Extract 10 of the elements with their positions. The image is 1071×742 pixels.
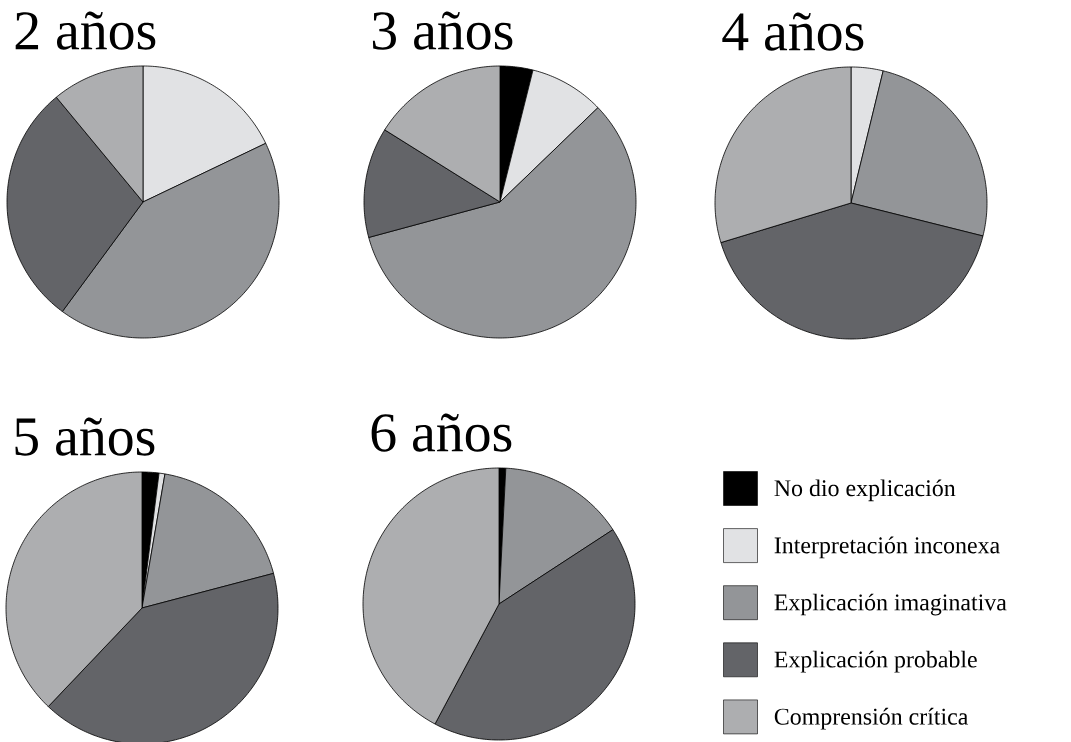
legend-label: Explicación probable	[774, 650, 977, 673]
legend-label: No dio explicación	[774, 479, 956, 502]
chart-title: 5 años	[15, 417, 155, 456]
legend-label: Comprensión crítica	[774, 707, 969, 730]
legend-label: Explicación imaginativa	[774, 593, 1007, 616]
chart-title: 4 años	[722, 12, 864, 51]
chart-title: 2 años	[15, 11, 156, 50]
chart-title: 6 años	[371, 413, 512, 452]
legend-label: Interpretación inconexa	[774, 536, 1000, 559]
chart-title: 3 años	[372, 11, 513, 50]
